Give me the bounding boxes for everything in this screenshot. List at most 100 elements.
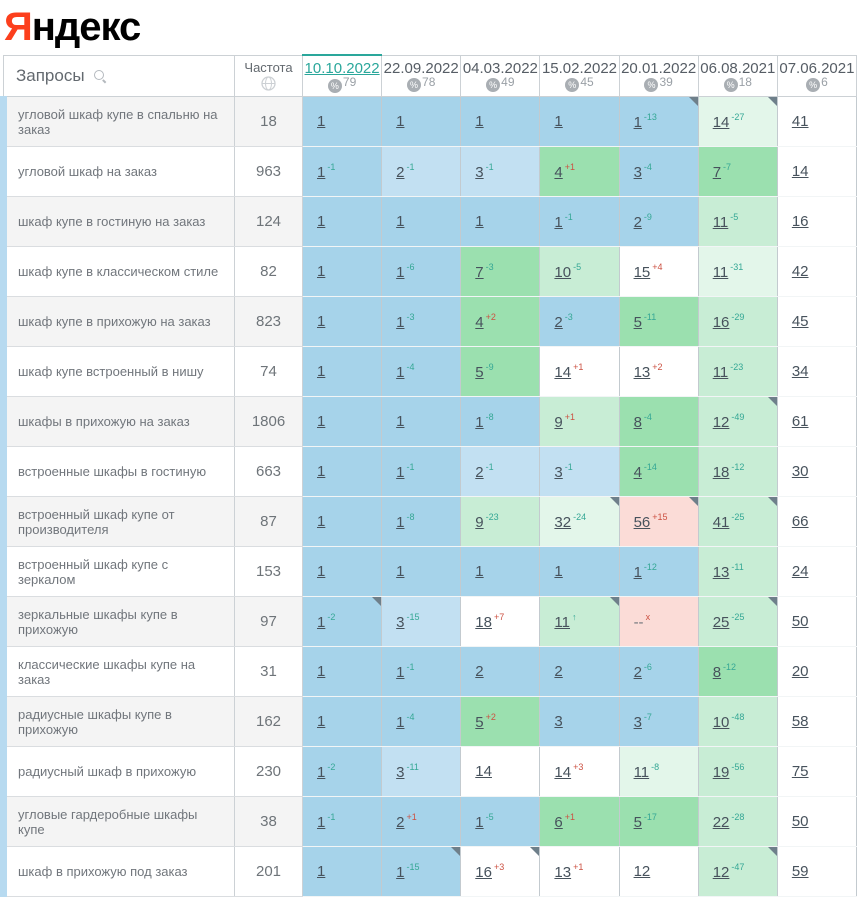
date-label[interactable]: 10.10.2022: [304, 60, 380, 78]
position-value[interactable]: 34: [791, 363, 809, 380]
position-value[interactable]: 1: [396, 513, 405, 531]
position-value[interactable]: 3: [554, 463, 563, 481]
position-value[interactable]: 3: [554, 713, 563, 730]
position-value[interactable]: 5: [633, 813, 642, 831]
date-column-header-2[interactable]: 22.09.2022% 78: [381, 54, 462, 97]
position-value[interactable]: 1: [396, 363, 405, 381]
position-value[interactable]: 14: [554, 363, 572, 381]
position-value[interactable]: 1: [317, 463, 326, 480]
position-value[interactable]: 5: [475, 363, 484, 381]
position-value[interactable]: 14: [554, 763, 572, 781]
position-value[interactable]: 11: [712, 213, 729, 231]
position-value[interactable]: 1: [396, 113, 405, 130]
position-value[interactable]: 1: [396, 663, 405, 681]
position-value[interactable]: 14: [475, 763, 492, 780]
position-value[interactable]: 20: [791, 663, 809, 680]
position-value[interactable]: 1: [396, 263, 405, 281]
position-value[interactable]: 61: [791, 413, 809, 430]
position-value[interactable]: 1: [396, 463, 405, 481]
position-value[interactable]: 3: [396, 613, 405, 631]
position-value[interactable]: 1: [475, 113, 484, 130]
position-value[interactable]: 9: [554, 413, 563, 431]
position-value[interactable]: 42: [791, 263, 809, 280]
position-value[interactable]: 58: [791, 713, 809, 730]
position-value[interactable]: 11: [554, 613, 570, 631]
position-value[interactable]: 2: [633, 213, 642, 231]
position-value[interactable]: 41: [712, 513, 730, 531]
position-value[interactable]: 11: [712, 263, 729, 281]
position-value[interactable]: 4: [554, 163, 563, 181]
position-value[interactable]: 14: [712, 113, 730, 131]
position-value[interactable]: 12: [633, 863, 651, 880]
date-column-header-6[interactable]: 06.08.2021% 18: [697, 54, 778, 97]
date-column-header-1[interactable]: 10.10.2022% 79: [301, 54, 383, 97]
position-value[interactable]: 4: [475, 313, 484, 331]
position-value[interactable]: 16: [791, 213, 809, 230]
position-value[interactable]: 1: [317, 413, 326, 430]
position-value[interactable]: 30: [791, 463, 809, 480]
position-value[interactable]: 1: [317, 813, 326, 831]
position-value[interactable]: 2: [475, 663, 484, 680]
position-value[interactable]: 1: [396, 213, 405, 230]
date-column-header-5[interactable]: 20.01.2022% 39: [618, 54, 699, 97]
position-value[interactable]: 1: [396, 313, 405, 331]
position-value[interactable]: 1: [317, 713, 326, 730]
position-value[interactable]: 3: [396, 763, 405, 781]
position-value[interactable]: 3: [633, 713, 642, 731]
position-value[interactable]: 1: [475, 413, 484, 431]
position-value[interactable]: 1: [317, 513, 326, 530]
position-value[interactable]: 2: [396, 163, 405, 181]
position-value[interactable]: 2: [396, 813, 405, 831]
position-value[interactable]: 7: [712, 163, 722, 181]
position-value[interactable]: 8: [712, 663, 722, 681]
position-value[interactable]: 5: [475, 713, 484, 731]
position-value[interactable]: 1: [317, 313, 326, 330]
position-value[interactable]: 1: [396, 713, 405, 731]
position-value[interactable]: 19: [712, 763, 730, 781]
position-value[interactable]: 18: [712, 463, 730, 481]
position-value[interactable]: 1: [554, 563, 563, 580]
position-value[interactable]: 2: [633, 663, 642, 681]
position-value[interactable]: 1: [554, 213, 563, 231]
position-value[interactable]: 75: [791, 763, 809, 780]
position-value[interactable]: 1: [317, 363, 326, 380]
position-value[interactable]: 1: [633, 563, 642, 581]
position-value[interactable]: 2: [554, 663, 563, 680]
position-value[interactable]: 6: [554, 813, 563, 831]
position-value[interactable]: 1: [317, 563, 326, 580]
position-value[interactable]: 50: [791, 613, 809, 630]
position-value[interactable]: 50: [791, 813, 809, 830]
position-value[interactable]: 1: [475, 813, 484, 831]
position-value[interactable]: 11: [633, 763, 650, 781]
position-value[interactable]: 10: [554, 263, 572, 281]
position-value[interactable]: 3: [633, 163, 642, 181]
position-value[interactable]: 1: [396, 413, 405, 430]
position-value[interactable]: 1: [317, 263, 326, 280]
position-value[interactable]: 22: [712, 813, 730, 831]
position-value[interactable]: 66: [791, 513, 809, 530]
position-value[interactable]: 15: [633, 263, 651, 281]
position-value[interactable]: 12: [712, 863, 730, 881]
position-value[interactable]: 1: [317, 613, 326, 631]
position-value[interactable]: 1: [396, 563, 405, 580]
position-value[interactable]: 24: [791, 563, 809, 580]
position-value[interactable]: 7: [475, 263, 484, 281]
position-value[interactable]: 4: [633, 463, 642, 481]
position-value[interactable]: 2: [554, 313, 563, 331]
position-value[interactable]: 5: [633, 313, 642, 331]
position-value[interactable]: 1: [633, 113, 642, 131]
position-value[interactable]: 2: [475, 463, 484, 481]
position-value[interactable]: 1: [317, 863, 326, 880]
search-icon[interactable]: [93, 69, 107, 83]
position-value[interactable]: 1: [396, 863, 405, 881]
position-value[interactable]: 32: [554, 513, 572, 531]
position-value[interactable]: 13: [712, 563, 730, 581]
position-value[interactable]: 1: [317, 663, 326, 680]
position-value[interactable]: 12: [712, 413, 730, 431]
position-value[interactable]: 13: [633, 363, 651, 381]
position-value[interactable]: 14: [791, 163, 809, 180]
position-value[interactable]: 1: [317, 213, 326, 230]
position-value[interactable]: 18: [475, 613, 492, 631]
date-column-header-7[interactable]: 07.06.2021% 6: [776, 54, 857, 97]
position-value[interactable]: 1: [554, 113, 563, 130]
